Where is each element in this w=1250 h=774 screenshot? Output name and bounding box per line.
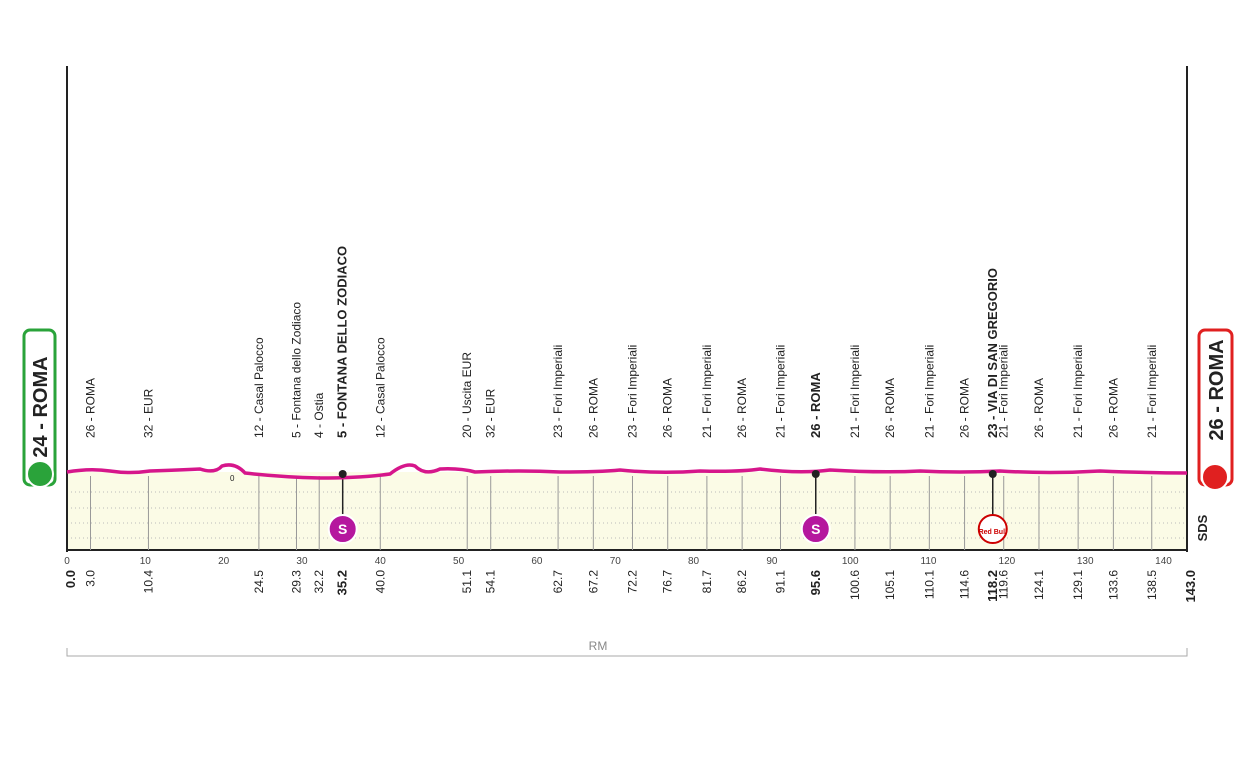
profile-line: [66, 463, 1188, 480]
zero-label: 0: [230, 474, 235, 483]
km-label: 3.0: [83, 570, 97, 587]
waypoint-label: 5 - FONTANA DELLO ZODIACO: [335, 246, 350, 438]
marker-dot: [811, 470, 820, 478]
waypoint-label: 12 - Casal Palocco: [252, 337, 266, 438]
start-label: 24 - ROMA: [30, 356, 52, 457]
km-label: 143.0: [1183, 570, 1198, 603]
distance-tick: 110: [921, 556, 937, 567]
marker-icon: [800, 514, 831, 544]
waypoint-label: 21 - Fori Imperiali: [700, 345, 714, 438]
km-label: 100.6: [848, 570, 862, 600]
waypoint-label: 20 - Uscita EUR: [460, 352, 474, 438]
waypoint-label: 23 - Fori Imperiali: [625, 345, 639, 438]
marker-icon: [327, 514, 358, 544]
km-label: 32.2: [312, 570, 326, 594]
marker-text: Red Bull: [979, 529, 1007, 536]
km-label: 62.7: [551, 570, 565, 594]
waypoint-label: 26 - ROMA: [735, 378, 749, 438]
km-label: 0.0: [63, 570, 78, 588]
km-label: 124.1: [1032, 570, 1046, 600]
sponsor: SDS: [1195, 514, 1210, 541]
km-label: 95.6: [808, 570, 823, 595]
distance-tick: 30: [296, 556, 308, 567]
finish-icon: [1201, 463, 1229, 491]
waypoint-label: 26 - ROMA: [808, 372, 823, 438]
distance-tick: 120: [999, 556, 1016, 567]
distance-tick: 70: [610, 556, 622, 567]
km-label: 118.2: [985, 570, 1000, 602]
waypoint-label: 23 - Fori Imperiali: [551, 345, 565, 438]
distance-tick: 80: [688, 556, 700, 567]
km-label: 86.2: [735, 570, 749, 594]
waypoint-label: 26 - ROMA: [958, 378, 972, 438]
grid: [67, 491, 1187, 539]
distance-tick: 10: [140, 556, 152, 567]
distance-tick: 50: [453, 556, 465, 567]
km-label: 91.1: [774, 570, 788, 594]
waypoint-label: 21 - Fori Imperiali: [997, 345, 1011, 438]
distance-tick: 20: [218, 556, 230, 567]
km-label: 76.7: [661, 570, 675, 594]
distance-tick: 0: [64, 556, 70, 567]
footer-bracket: [66, 648, 1188, 657]
distance-tick: 100: [842, 556, 859, 567]
marker-text: S: [811, 521, 820, 537]
distance-tick: 130: [1077, 556, 1094, 567]
km-label: 67.2: [586, 570, 600, 594]
waypoint-label: 5 - Fontana dello Zodiaco: [289, 302, 303, 438]
waypoint-label: 21 - Fori Imperiali: [848, 345, 862, 438]
waypoint-label: 32 - EUR: [484, 388, 498, 438]
footer-label: RM: [589, 639, 608, 653]
km-label: 51.1: [460, 570, 474, 594]
km-label: 54.1: [484, 570, 498, 594]
km-label: 10.4: [141, 570, 155, 594]
marker-icon: [977, 514, 1008, 544]
km-label: 114.6: [958, 570, 972, 599]
waypoint-label: 32 - EUR: [141, 388, 155, 438]
waypoint-label: 26 - ROMA: [661, 378, 675, 438]
km-label: 35.2: [335, 570, 350, 595]
km-label: 129.1: [1071, 570, 1085, 600]
km-label: 138.5: [1145, 570, 1159, 600]
waypoint-label: 26 - ROMA: [586, 378, 600, 438]
distance-tick: 140: [1155, 556, 1172, 567]
km-label: 105.1: [883, 570, 897, 600]
waypoint-label: 26 - ROMA: [1106, 378, 1120, 438]
finish-label: 26 - ROMA: [1206, 339, 1228, 440]
waypoint-label: 12 - Casal Palocco: [373, 337, 387, 438]
waypoint-label: 21 - Fori Imperiali: [774, 345, 788, 438]
km-label: 40.0: [373, 570, 387, 594]
waypoint-label: 21 - Fori Imperiali: [1145, 345, 1159, 438]
distance-tick: 90: [766, 556, 778, 567]
marker-dot: [338, 470, 347, 478]
start-icon: [26, 460, 54, 488]
waypoint-label: 4 - Ostia: [312, 392, 326, 438]
km-label: 110.1: [922, 570, 936, 599]
km-label: 133.6: [1106, 570, 1120, 600]
waypoint-label: 21 - Fori Imperiali: [1071, 345, 1085, 438]
distance-tick: 40: [375, 556, 387, 567]
marker-dot: [988, 470, 997, 478]
km-label: 119.6: [997, 570, 1011, 599]
marker-text: S: [338, 521, 347, 537]
km-label: 24.5: [252, 570, 266, 594]
waypoint-label: 26 - ROMA: [83, 378, 97, 438]
km-label: 81.7: [700, 570, 714, 594]
waypoint-label: 26 - ROMA: [1032, 378, 1046, 438]
distance-tick: 60: [531, 556, 543, 567]
km-label: 29.3: [289, 570, 303, 594]
km-label: 72.2: [625, 570, 639, 594]
waypoint-label: 26 - ROMA: [883, 378, 897, 438]
waypoint-label: 23 - VIA DI SAN GREGORIO: [985, 268, 1000, 438]
waypoint-label: 21 - Fori Imperiali: [922, 345, 936, 438]
